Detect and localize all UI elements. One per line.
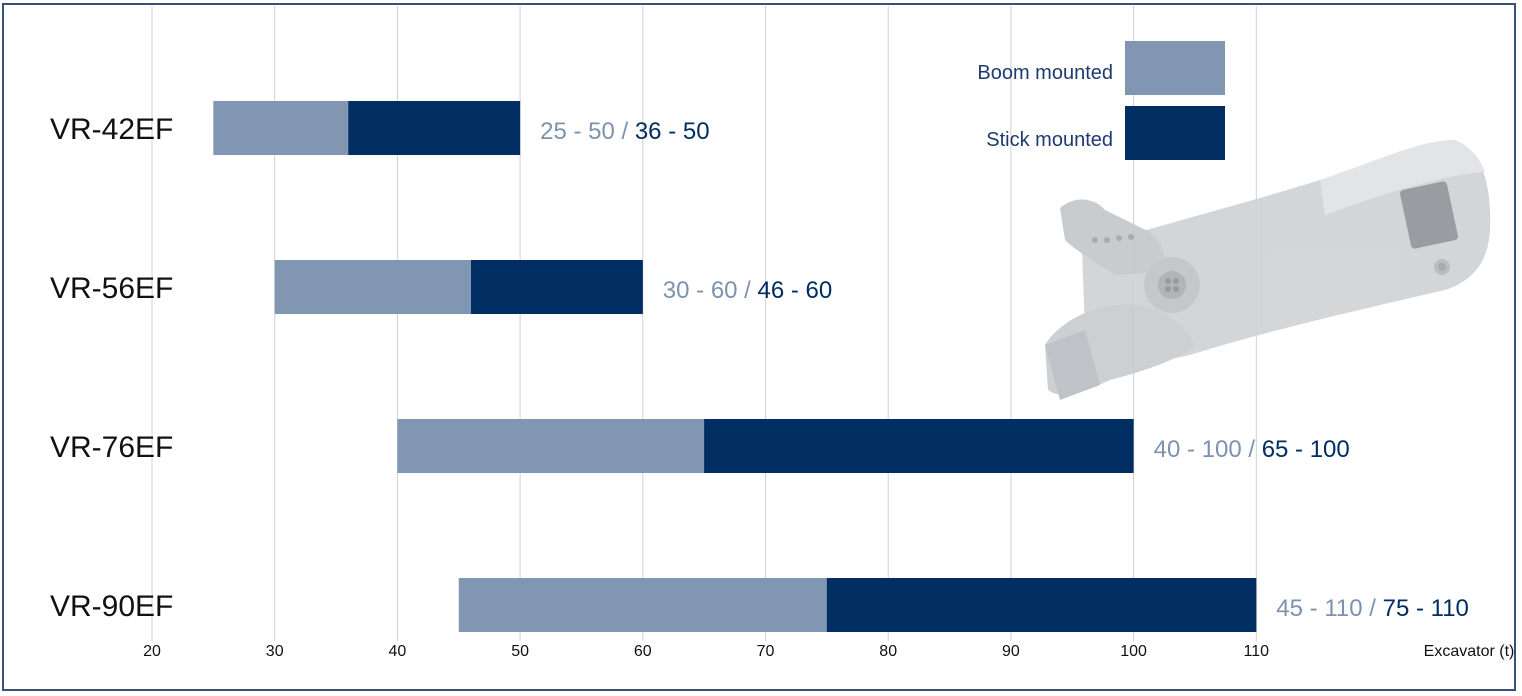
range-label-boom-vr-42ef: 25 - 50 — [540, 118, 615, 145]
range-label-stick-vr-76ef: 65 - 100 — [1262, 436, 1350, 463]
range-label-stick-vr-56ef: 46 - 60 — [758, 277, 833, 304]
legend-swatch-boom-mounted — [1125, 41, 1225, 95]
range-label-boom-vr-76ef: 40 - 100 — [1154, 436, 1242, 463]
x-tick-label-40: 40 — [389, 643, 407, 660]
category-label-vr-42ef: VR-42EF — [50, 113, 173, 146]
range-label-stick-vr-90ef: 75 - 110 — [1383, 595, 1469, 622]
range-label-boom-vr-90ef: 45 - 110 — [1276, 595, 1362, 622]
range-label-separator-vr-42ef: / — [615, 118, 635, 145]
category-label-vr-90ef: VR-90EF — [50, 590, 173, 623]
x-axis-title: Excavator (t) — [1424, 643, 1515, 660]
range-label-separator-vr-90ef: / — [1363, 595, 1383, 622]
x-tick-label-20: 20 — [143, 643, 161, 660]
legend-label-stick-mounted: Stick mounted — [986, 129, 1113, 151]
range-label-boom-vr-56ef: 30 - 60 — [663, 277, 738, 304]
bar-stick-vr-56ef — [471, 260, 643, 314]
bar-stick-vr-90ef — [826, 578, 1257, 632]
x-tick-label-30: 30 — [266, 643, 284, 660]
category-labels: VR-42EF VR-56EF VR-76EF VR-90EF — [50, 113, 173, 623]
x-tick-label-70: 70 — [757, 643, 775, 660]
range-label-stick-vr-42ef: 36 - 50 — [635, 118, 710, 145]
bar-stick-vr-76ef — [704, 419, 1134, 473]
x-tick-label-90: 90 — [1002, 643, 1020, 660]
legend: Boom mounted Stick mounted — [977, 41, 1225, 160]
shear-attachment-illustration — [1045, 140, 1491, 400]
range-label-vr-42ef: 25 - 50 / 36 - 50 — [540, 118, 709, 145]
x-tick-label-50: 50 — [511, 643, 529, 660]
bar-stick-vr-42ef — [348, 101, 521, 155]
legend-swatch-stick-mounted — [1125, 106, 1225, 160]
range-label-vr-90ef: 45 - 110 / 75 - 110 — [1276, 595, 1469, 622]
x-tick-label-80: 80 — [879, 643, 897, 660]
range-label-vr-56ef: 30 - 60 / 46 - 60 — [663, 277, 832, 304]
category-label-vr-76ef: VR-76EF — [50, 431, 173, 464]
x-axis-ticks: 20 30 40 50 60 70 80 90 100 110 — [143, 643, 1269, 660]
legend-label-boom-mounted: Boom mounted — [977, 62, 1113, 84]
range-label-vr-76ef: 40 - 100 / 65 - 100 — [1154, 436, 1350, 463]
range-label-separator-vr-76ef: / — [1242, 436, 1262, 463]
range-label-separator-vr-56ef: / — [738, 277, 758, 304]
x-tick-label-100: 100 — [1120, 643, 1147, 660]
x-tick-label-110: 110 — [1244, 643, 1270, 660]
range-labels: 25 - 50 / 36 - 50 30 - 60 / 46 - 60 40 - 1… — [540, 118, 1469, 622]
bars — [213, 101, 1257, 632]
x-tick-label-60: 60 — [634, 643, 652, 660]
category-label-vr-56ef: VR-56EF — [50, 272, 173, 305]
